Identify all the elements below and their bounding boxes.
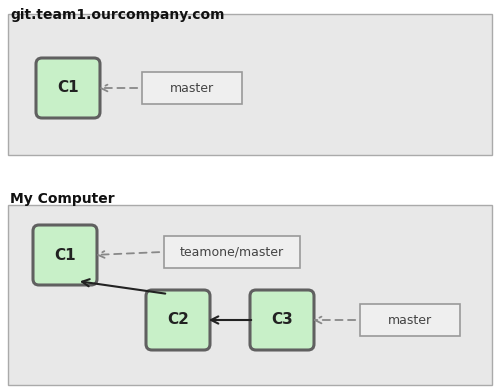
Text: C1: C1 [54, 248, 76, 262]
Text: teamone/master: teamone/master [180, 246, 284, 258]
Text: C2: C2 [167, 312, 189, 328]
Text: C1: C1 [57, 81, 79, 95]
FancyBboxPatch shape [8, 205, 492, 385]
FancyBboxPatch shape [142, 72, 242, 104]
Text: git.team1.ourcompany.com: git.team1.ourcompany.com [10, 8, 224, 22]
FancyBboxPatch shape [146, 290, 210, 350]
FancyBboxPatch shape [250, 290, 314, 350]
Text: C3: C3 [271, 312, 293, 328]
FancyBboxPatch shape [33, 225, 97, 285]
FancyBboxPatch shape [360, 304, 460, 336]
FancyBboxPatch shape [36, 58, 100, 118]
Text: My Computer: My Computer [10, 192, 115, 206]
Text: master: master [388, 314, 432, 326]
Text: master: master [170, 81, 214, 95]
FancyBboxPatch shape [8, 14, 492, 155]
FancyBboxPatch shape [164, 236, 300, 268]
